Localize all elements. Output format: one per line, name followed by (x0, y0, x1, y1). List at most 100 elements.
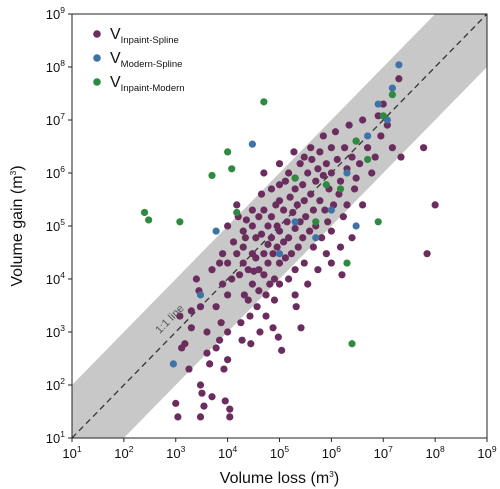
data-point-inpaint-spline-177 (383, 121, 391, 129)
x-tick-label-2: 103 (166, 444, 185, 461)
data-point-inpaint-spline-122 (300, 197, 308, 205)
y-tick-label-7: 108 (46, 58, 65, 75)
data-point-inpaint-spline-141 (319, 171, 327, 180)
data-point-inpaint-spline-162 (345, 121, 353, 129)
data-point-inpaint-spline-77 (266, 280, 274, 288)
data-point-inpaint-spline-37 (229, 238, 238, 246)
data-point-inpaint-spline-7 (187, 324, 195, 332)
data-point-inpaint-spline-159 (341, 144, 349, 152)
data-point-inpaint-spline-176 (379, 100, 387, 108)
data-point-inpaint-spline-11 (196, 381, 205, 389)
data-point-inpaint-spline-17 (206, 360, 214, 368)
data-point-inpaint-spline-119 (299, 181, 307, 189)
data-point-inpaint-spline-113 (292, 303, 300, 311)
data-point-inpaint-spline-93 (275, 259, 284, 267)
data-point-inpaint-spline-69 (260, 206, 268, 214)
data-point-inpaint-spline-144 (322, 250, 330, 258)
data-point-inpaint-spline-150 (327, 259, 335, 267)
data-point-inpaint-spline-52 (246, 312, 254, 320)
data-point-inpaint-modern-5 (228, 165, 236, 173)
data-point-inpaint-spline-23 (215, 336, 224, 344)
x-tick-label-7: 108 (426, 444, 445, 461)
data-point-inpaint-spline-129 (307, 190, 315, 198)
data-point-inpaint-spline-27 (220, 365, 228, 373)
data-point-inpaint-spline-63 (255, 266, 263, 274)
data-point-inpaint-spline-87 (273, 243, 281, 251)
data-point-inpaint-spline-96 (280, 206, 288, 214)
data-point-inpaint-spline-22 (215, 259, 224, 267)
data-point-inpaint-spline-53 (247, 340, 255, 348)
data-point-inpaint-spline-5 (185, 365, 193, 373)
data-point-inpaint-modern-15 (364, 155, 372, 164)
data-point-inpaint-spline-116 (296, 160, 304, 168)
data-point-inpaint-spline-80 (267, 234, 276, 242)
data-point-inpaint-spline-175 (377, 132, 385, 140)
legend-marker-2 (93, 78, 101, 86)
data-point-inpaint-spline-180 (397, 153, 405, 161)
data-point-inpaint-spline-135 (314, 165, 322, 173)
data-point-modern-spline-3 (248, 140, 256, 148)
data-point-inpaint-spline-83 (270, 275, 279, 283)
data-point-modern-spline-8 (343, 169, 351, 177)
data-point-inpaint-spline-15 (203, 349, 211, 357)
data-point-inpaint-spline-39 (233, 250, 241, 258)
data-point-modern-spline-0 (169, 360, 177, 368)
data-point-inpaint-spline-173 (371, 153, 379, 161)
data-point-modern-spline-14 (395, 61, 403, 69)
data-point-inpaint-spline-38 (233, 201, 241, 209)
data-point-inpaint-spline-47 (240, 291, 248, 299)
data-point-inpaint-spline-76 (264, 259, 272, 267)
data-point-inpaint-spline-25 (219, 250, 227, 258)
y-tick-label-8: 109 (46, 5, 65, 22)
data-point-inpaint-spline-6 (187, 307, 195, 315)
data-point-inpaint-modern-2 (176, 218, 184, 226)
data-point-inpaint-modern-4 (224, 148, 232, 156)
data-point-inpaint-spline-70 (260, 250, 268, 258)
data-point-inpaint-spline-153 (333, 155, 341, 164)
data-point-inpaint-spline-127 (305, 227, 314, 235)
legend-label-2: VInpaint-Modern (110, 74, 185, 94)
x-axis-label: Volume loss (m3) (220, 469, 339, 487)
data-point-inpaint-spline-45 (239, 243, 247, 251)
data-point-inpaint-spline-97 (280, 238, 288, 246)
data-point-inpaint-spline-78 (267, 185, 276, 193)
data-point-inpaint-spline-41 (235, 271, 244, 279)
data-point-inpaint-spline-136 (314, 266, 322, 274)
data-point-inpaint-spline-171 (364, 144, 372, 152)
data-point-inpaint-modern-11 (336, 185, 345, 193)
y-axis-label: Volume gain (m3) (8, 165, 26, 286)
data-point-inpaint-spline-179 (395, 75, 403, 83)
data-point-inpaint-modern-6 (233, 208, 241, 217)
data-point-inpaint-spline-79 (267, 213, 276, 221)
data-point-inpaint-spline-81 (269, 250, 277, 258)
data-point-inpaint-spline-128 (307, 144, 315, 152)
data-point-inpaint-spline-117 (296, 218, 304, 226)
data-point-inpaint-modern-13 (348, 340, 356, 348)
data-point-inpaint-spline-138 (316, 197, 324, 205)
data-point-inpaint-spline-8 (192, 275, 200, 283)
data-point-inpaint-spline-67 (257, 230, 266, 238)
data-point-inpaint-spline-10 (196, 303, 205, 311)
data-point-inpaint-spline-149 (327, 227, 335, 235)
data-point-inpaint-spline-106 (289, 208, 297, 217)
data-point-inpaint-spline-16 (203, 328, 211, 336)
x-axis-ticks: 101 102 103 104 105 106 107 108 109 (62, 438, 497, 461)
data-point-inpaint-spline-165 (350, 185, 359, 193)
data-point-inpaint-modern-12 (343, 259, 351, 267)
data-point-inpaint-spline-48 (241, 234, 249, 242)
data-point-inpaint-spline-131 (309, 206, 317, 214)
data-point-inpaint-modern-18 (388, 91, 396, 99)
data-point-inpaint-spline-82 (269, 324, 277, 332)
data-point-inpaint-spline-44 (239, 227, 247, 235)
data-point-inpaint-spline-68 (260, 169, 268, 177)
data-point-inpaint-spline-66 (257, 190, 266, 198)
data-point-inpaint-spline-139 (318, 234, 326, 242)
data-point-inpaint-spline-20 (212, 303, 220, 311)
data-point-inpaint-spline-71 (260, 271, 268, 279)
data-point-inpaint-spline-88 (274, 333, 282, 341)
x-axis-unit: m (316, 470, 329, 487)
data-point-inpaint-spline-33 (224, 356, 232, 364)
data-points (140, 61, 439, 421)
data-point-inpaint-spline-0 (172, 399, 180, 407)
